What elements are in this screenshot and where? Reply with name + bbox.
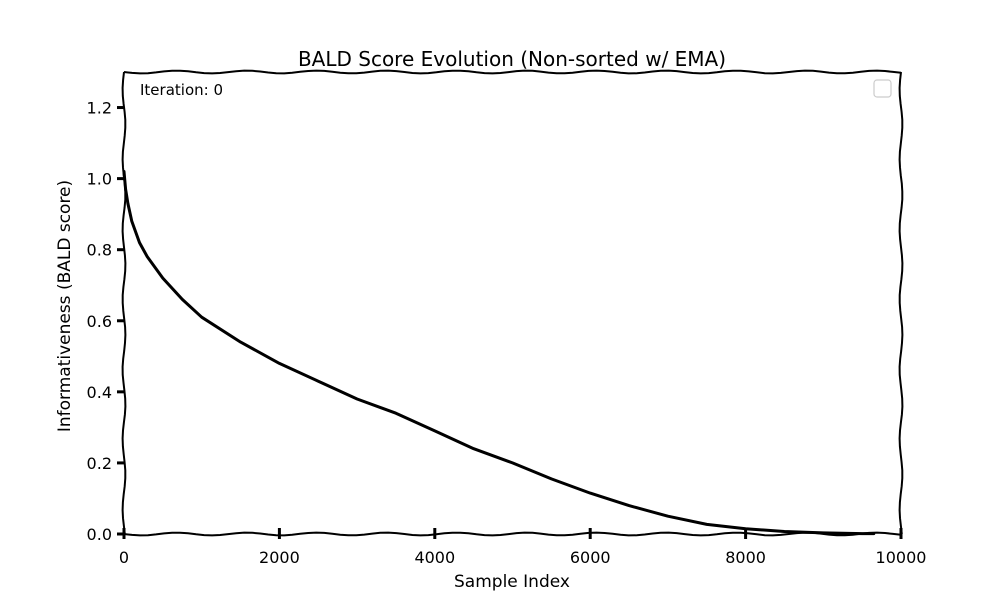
y-tick-label: 1.0 bbox=[87, 170, 112, 189]
x-tick-label: 8000 bbox=[725, 548, 766, 567]
y-tick-label: 0.2 bbox=[87, 454, 112, 473]
x-axis-ticks: 0 2000 4000 6000 8000 10000 bbox=[119, 528, 927, 567]
y-tick-label: 0.6 bbox=[87, 312, 112, 331]
chart-title: BALD Score Evolution (Non-sorted w/ EMA) bbox=[298, 47, 726, 71]
y-axis-ticks: 0.0 0.2 0.4 0.6 0.8 1.0 1.2 bbox=[87, 99, 124, 544]
x-tick-label: 4000 bbox=[414, 548, 455, 567]
y-tick-label: 0.8 bbox=[87, 241, 112, 260]
series-line bbox=[122, 170, 876, 536]
plot-frame bbox=[121, 69, 904, 537]
y-tick-label: 1.2 bbox=[87, 99, 112, 118]
x-tick-label: 6000 bbox=[570, 548, 611, 567]
plot-frame-top bbox=[123, 69, 902, 75]
y-tick-label: 0.4 bbox=[87, 383, 112, 402]
plot-frame-left bbox=[121, 71, 127, 535]
iteration-annotation: Iteration: 0 bbox=[140, 81, 223, 99]
x-axis-label: Sample Index bbox=[454, 572, 570, 592]
x-tick-label: 0 bbox=[119, 548, 129, 567]
x-tick-label: 10000 bbox=[876, 548, 927, 567]
y-tick-label: 0.0 bbox=[87, 525, 112, 544]
x-tick-label: 2000 bbox=[259, 548, 300, 567]
y-axis-label: Informativeness (BALD score) bbox=[55, 180, 75, 432]
legend-box bbox=[873, 79, 892, 98]
plot-frame-bottom bbox=[123, 531, 902, 537]
plot-frame-right bbox=[898, 71, 904, 535]
